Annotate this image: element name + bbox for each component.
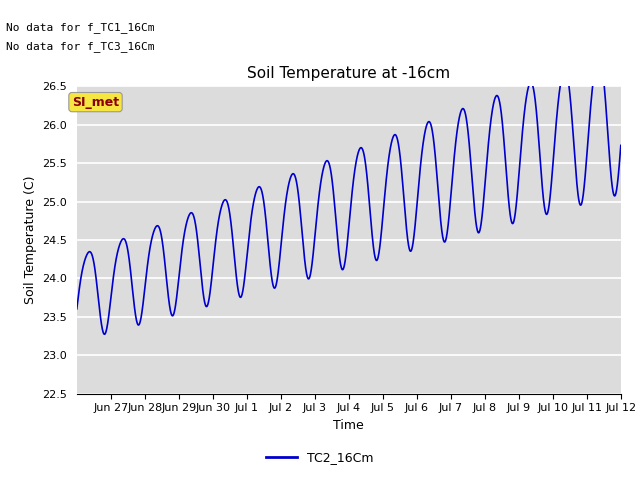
Text: No data for f_TC3_16Cm: No data for f_TC3_16Cm	[6, 41, 155, 52]
Legend: TC2_16Cm: TC2_16Cm	[261, 446, 379, 469]
Y-axis label: Soil Temperature (C): Soil Temperature (C)	[24, 176, 36, 304]
X-axis label: Time: Time	[333, 419, 364, 432]
Text: SI_met: SI_met	[72, 96, 119, 108]
Title: Soil Temperature at -16cm: Soil Temperature at -16cm	[247, 66, 451, 81]
Text: No data for f_TC1_16Cm: No data for f_TC1_16Cm	[6, 22, 155, 33]
